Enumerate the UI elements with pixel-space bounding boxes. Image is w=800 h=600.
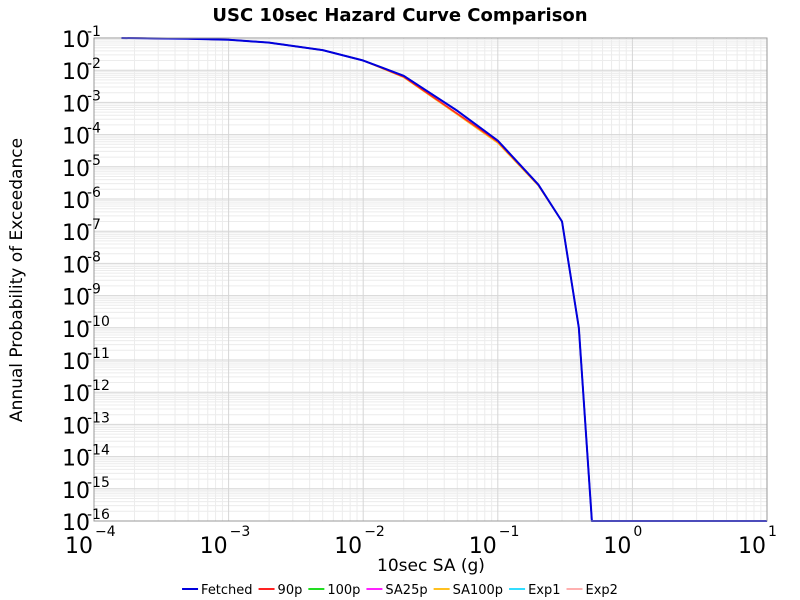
y-tick-exponent: -2 <box>87 56 101 72</box>
y-tick-exponent: -13 <box>87 410 110 426</box>
y-tick-exponent: -9 <box>87 282 101 298</box>
y-tick-base: 10 <box>62 92 90 117</box>
major-gridlines <box>93 37 768 522</box>
y-tick-exponent: -11 <box>87 346 110 362</box>
legend-label: Fetched <box>201 583 253 598</box>
y-tick-exponent: -10 <box>87 314 110 330</box>
y-tick-label: 10-6 <box>62 185 101 214</box>
y-tick-base: 10 <box>62 447 90 472</box>
y-tick-label: 10-8 <box>62 249 101 278</box>
x-tick-exponent: −3 <box>230 524 251 540</box>
x-tick-base: 10 <box>603 534 631 559</box>
legend: Fetched 90p 100p SA25p SA100p Exp1 Exp2 <box>182 583 618 598</box>
y-tick-base: 10 <box>62 189 90 214</box>
y-tick-label: 10-2 <box>62 56 101 85</box>
y-tick-base: 10 <box>62 157 90 182</box>
y-tick-label: 10-14 <box>62 443 110 472</box>
y-tick-base: 10 <box>62 350 90 375</box>
y-tick-label: 10-15 <box>62 475 110 504</box>
y-tick-exponent: -5 <box>87 153 101 169</box>
y-tick-label: 10-13 <box>62 410 110 439</box>
y-tick-label: 10-16 <box>62 507 110 536</box>
y-tick-exponent: -16 <box>87 507 110 523</box>
y-tick-exponent: -1 <box>87 24 101 40</box>
y-tick-label: 10-4 <box>62 121 101 150</box>
y-tick-exponent: -12 <box>87 378 110 394</box>
x-tick-label: 10−1 <box>469 524 520 559</box>
legend-item-90p: 90p <box>258 583 303 598</box>
y-tick-label: 10-12 <box>62 378 110 407</box>
y-tick-base: 10 <box>62 479 90 504</box>
y-tick-exponent: -3 <box>87 88 101 104</box>
y-tick-base: 10 <box>62 60 90 85</box>
y-tick-base: 10 <box>62 286 90 311</box>
x-axis-label: 10sec SA (g) <box>377 556 485 576</box>
legend-label: Exp1 <box>528 583 560 598</box>
legend-label: SA25p <box>385 583 427 598</box>
y-tick-label: 10-7 <box>62 217 101 246</box>
y-tick-exponent: -14 <box>87 443 110 459</box>
x-tick-label: 10−3 <box>200 524 251 559</box>
x-tick-label: 10−4 <box>65 524 116 559</box>
x-tick-exponent: −1 <box>499 524 520 540</box>
y-tick-base: 10 <box>62 221 90 246</box>
legend-item-sa100p: SA100p <box>433 583 503 598</box>
y-tick-labels: 10-110-210-310-410-510-610-710-810-910-1… <box>62 24 110 536</box>
y-tick-label: 10-9 <box>62 282 101 311</box>
plot-area <box>94 38 767 521</box>
y-tick-base: 10 <box>62 318 90 343</box>
x-tick-exponent: −4 <box>95 524 116 540</box>
plot-frame <box>93 37 768 522</box>
y-tick-label: 10-1 <box>62 24 101 53</box>
y-tick-exponent: -7 <box>87 217 101 233</box>
minor-gridlines <box>94 38 767 521</box>
y-tick-base: 10 <box>62 253 90 278</box>
y-tick-base: 10 <box>62 414 90 439</box>
legend-item-sa25p: SA25p <box>366 583 428 598</box>
x-tick-exponent: 0 <box>633 524 642 540</box>
y-tick-label: 10-5 <box>62 153 101 182</box>
y-tick-exponent: -8 <box>87 249 101 265</box>
legend-label: Exp2 <box>586 583 618 598</box>
legend-item-exp2: Exp2 <box>566 583 618 598</box>
legend-label: SA100p <box>453 583 503 598</box>
series-lines <box>121 37 767 522</box>
x-tick-label: 10−2 <box>334 524 385 559</box>
x-tick-exponent: −2 <box>364 524 385 540</box>
x-tick-label: 100 <box>603 524 642 559</box>
x-tick-base: 10 <box>200 534 228 559</box>
legend-item-exp1: Exp1 <box>509 583 561 598</box>
series-line-fetched <box>121 37 767 522</box>
y-tick-label: 10-3 <box>62 88 101 117</box>
y-tick-label: 10-11 <box>62 346 110 375</box>
y-tick-base: 10 <box>62 382 90 407</box>
x-tick-base: 10 <box>738 534 766 559</box>
y-tick-exponent: -4 <box>87 121 101 137</box>
x-tick-base: 10 <box>65 534 93 559</box>
legend-label: 90p <box>278 583 303 598</box>
y-tick-base: 10 <box>62 28 90 53</box>
legend-label: 100p <box>327 583 360 598</box>
legend-item-fetched: Fetched <box>182 583 253 598</box>
chart-title: USC 10sec Hazard Curve Comparison <box>212 5 587 26</box>
x-tick-label: 101 <box>738 524 777 559</box>
x-tick-base: 10 <box>469 534 497 559</box>
x-tick-exponent: 1 <box>768 524 777 540</box>
y-tick-exponent: -6 <box>87 185 101 201</box>
x-tick-base: 10 <box>334 534 362 559</box>
y-tick-exponent: -15 <box>87 475 110 491</box>
y-tick-label: 10-10 <box>62 314 110 343</box>
legend-item-100p: 100p <box>308 583 360 598</box>
y-tick-base: 10 <box>62 511 90 536</box>
y-tick-base: 10 <box>62 125 90 150</box>
y-axis-label: Annual Probability of Exceedance <box>7 138 27 422</box>
